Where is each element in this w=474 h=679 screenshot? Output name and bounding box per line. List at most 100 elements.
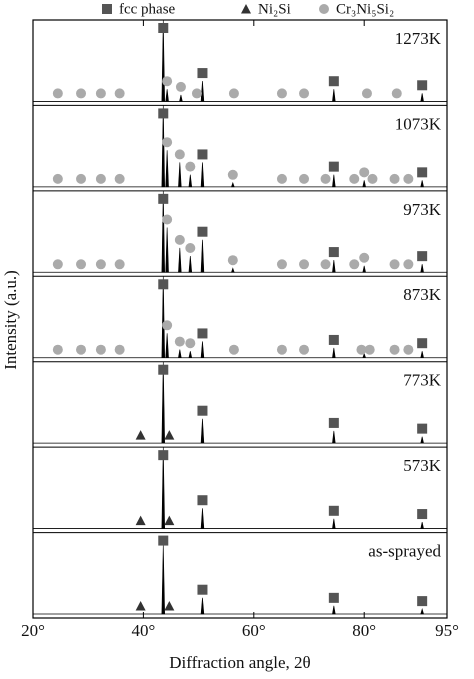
peak	[420, 521, 424, 529]
phase-marker	[328, 161, 339, 172]
phase-marker	[228, 344, 239, 355]
phase-marker	[328, 247, 339, 258]
phase-marker	[191, 88, 202, 99]
phase-marker	[197, 149, 208, 160]
phase-marker	[320, 173, 331, 184]
peak	[179, 94, 183, 102]
phase-marker	[95, 88, 106, 99]
phase-marker	[417, 80, 428, 91]
peak	[161, 276, 165, 359]
phase-marker	[328, 592, 339, 603]
peak	[362, 352, 367, 359]
phase-marker	[174, 234, 185, 245]
phase-marker	[135, 515, 146, 526]
legend-marker	[319, 4, 329, 14]
phase-marker	[158, 279, 169, 290]
peak	[188, 351, 193, 359]
x-tick-label: 95°	[435, 621, 459, 640]
peak	[161, 544, 165, 615]
phase-marker	[403, 344, 414, 355]
peak	[188, 174, 193, 188]
peak	[420, 351, 424, 359]
peak	[332, 260, 336, 273]
peak	[200, 341, 205, 359]
panel-label: as-sprayed	[368, 541, 441, 560]
phase-marker	[52, 344, 63, 355]
phase-marker	[158, 364, 169, 375]
x-tick-label: 40°	[131, 621, 155, 640]
phase-marker	[299, 88, 310, 99]
peak	[188, 255, 193, 273]
phase-marker	[76, 259, 87, 270]
phase-marker	[197, 226, 208, 237]
peak	[200, 418, 205, 444]
phase-marker	[158, 23, 169, 33]
peak	[165, 150, 169, 188]
peak	[420, 608, 424, 615]
peak	[332, 347, 336, 359]
phase-marker	[162, 137, 173, 148]
panel-label: 973K	[403, 200, 442, 219]
phase-marker	[227, 169, 238, 180]
phase-marker	[52, 259, 63, 270]
phase-marker	[356, 344, 367, 355]
phase-marker	[162, 76, 173, 87]
phase-marker	[114, 173, 125, 184]
phase-marker	[197, 405, 208, 416]
panel-label: 773K	[403, 371, 442, 390]
peak	[165, 333, 169, 359]
phase-marker	[95, 259, 106, 270]
peak	[332, 605, 336, 615]
phase-marker	[158, 108, 169, 119]
peak	[161, 447, 165, 529]
phase-marker	[174, 336, 185, 347]
phase-marker	[76, 173, 87, 184]
phase-marker	[227, 255, 238, 266]
phase-marker	[389, 259, 400, 270]
panel-label: 573K	[403, 456, 442, 475]
phase-marker	[359, 167, 370, 178]
x-tick-label: 80°	[352, 621, 376, 640]
peak	[332, 89, 336, 102]
phase-marker	[158, 193, 169, 204]
legend-label: Cr₃Ni₅Si₂	[336, 1, 394, 17]
legend-label: fcc phase	[119, 1, 176, 17]
peak	[332, 174, 336, 188]
phase-marker	[114, 344, 125, 355]
peak	[200, 239, 205, 273]
phase-marker	[417, 167, 428, 178]
phase-marker	[197, 328, 208, 339]
legend-marker	[102, 4, 112, 14]
phase-marker	[175, 81, 186, 92]
peak	[161, 361, 165, 444]
phase-marker	[114, 88, 125, 99]
phase-marker	[228, 88, 239, 99]
x-tick-label: 20°	[21, 621, 45, 640]
phase-marker	[361, 88, 372, 99]
phase-marker	[389, 344, 400, 355]
peak	[165, 227, 169, 273]
peak	[200, 162, 205, 188]
phase-marker	[359, 252, 370, 263]
phase-marker	[95, 173, 106, 184]
phase-marker	[158, 450, 169, 461]
panel-label: 1073K	[395, 114, 442, 133]
phase-marker	[135, 430, 146, 440]
peak	[200, 508, 205, 529]
peak	[161, 105, 165, 188]
phase-marker	[328, 334, 339, 345]
peak	[178, 349, 182, 359]
phase-marker	[328, 505, 339, 516]
phase-marker	[95, 344, 106, 355]
phase-marker	[417, 596, 428, 607]
phase-marker	[403, 259, 414, 270]
x-axis-label: Diffraction angle, 2θ	[169, 653, 310, 672]
phase-marker	[349, 173, 360, 184]
phase-marker	[299, 344, 310, 355]
peak	[362, 180, 366, 188]
peak	[178, 162, 182, 188]
phase-marker	[162, 214, 173, 225]
phase-marker	[164, 515, 175, 526]
phase-marker	[328, 76, 339, 87]
